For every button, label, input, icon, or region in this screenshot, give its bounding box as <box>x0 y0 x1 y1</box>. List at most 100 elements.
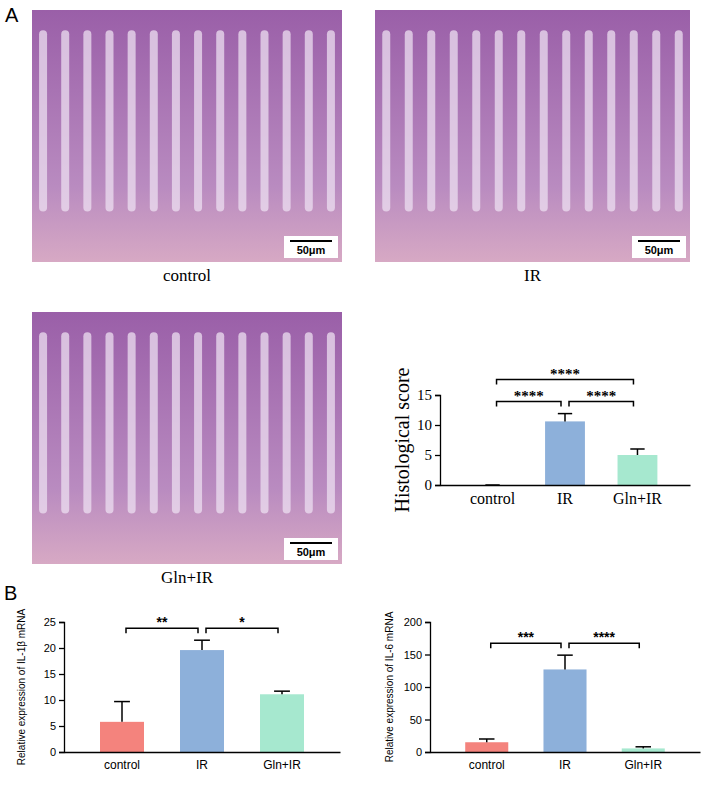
significance: **** <box>569 629 639 648</box>
crypt <box>305 332 313 513</box>
y-tick-mark <box>59 700 64 701</box>
y-tick-mark <box>59 674 64 675</box>
crypt <box>675 30 683 211</box>
x-tick: Gln+IR <box>613 485 662 507</box>
y-tick: 50 <box>410 714 430 726</box>
y-tick-label: 0 <box>50 746 56 758</box>
bar <box>465 742 508 752</box>
bars <box>465 655 665 752</box>
error-bar-cap <box>636 746 651 748</box>
bar <box>545 421 585 485</box>
crypt <box>128 332 136 513</box>
error-bar-cap <box>194 639 210 641</box>
bars <box>485 414 657 485</box>
y-tick-mark <box>59 648 64 649</box>
y-tick-label: 0 <box>416 746 422 758</box>
crypt <box>238 332 246 513</box>
crypt <box>194 332 202 513</box>
error-bar-cap <box>558 413 572 415</box>
scale-bar-label: 50μm <box>297 244 326 256</box>
image-caption: Gln+IR <box>161 568 214 587</box>
bar <box>543 669 586 752</box>
scale-bar-box <box>632 236 686 258</box>
crypt <box>427 30 435 211</box>
y-tick-label: 200 <box>404 616 422 628</box>
y-tick-label: 5 <box>425 447 433 463</box>
significance-label: **** <box>514 388 544 404</box>
error-bar-stem <box>201 640 203 650</box>
y-tick-mark <box>435 395 440 396</box>
panel-label: A <box>5 4 19 26</box>
x-tick-label: IR <box>557 490 573 507</box>
x-axis-line <box>441 485 691 486</box>
crypt <box>472 30 480 211</box>
crypt <box>405 30 413 211</box>
scale-bar <box>290 542 332 544</box>
x-axis: controlIRGln+IR <box>431 752 701 772</box>
chart: 050100150200controlIRGln+IRRelative expr… <box>384 611 701 771</box>
crypt <box>585 30 593 211</box>
crypt <box>172 30 180 211</box>
bar <box>260 694 304 752</box>
y-tick-mark <box>59 726 64 727</box>
y-tick-mark <box>59 622 64 623</box>
y-axis-title: Relative expression of IL-6 mRNA <box>384 611 395 762</box>
x-axis: controlIRGln+IR <box>441 485 691 507</box>
scale-bar <box>290 240 332 242</box>
significance: ** <box>126 614 198 633</box>
crypt <box>630 30 638 211</box>
y-tick-label: 100 <box>404 681 422 693</box>
crypt <box>194 30 202 211</box>
y-tick: 10 <box>44 694 64 706</box>
y-axis-line <box>425 623 431 753</box>
y-tick: 25 <box>44 616 64 628</box>
y-axis-title: Relative expression of IL-1β mRNA <box>16 608 27 765</box>
x-tick-label: IR <box>196 758 208 772</box>
crypt <box>106 332 114 513</box>
x-tick: IR <box>557 485 573 507</box>
significance: * <box>206 614 278 633</box>
crypt <box>39 30 47 211</box>
histology-image: 50μm <box>32 312 342 564</box>
image-area <box>375 10 690 262</box>
significance: **** <box>497 388 561 407</box>
crypt <box>172 332 180 513</box>
crypt <box>150 332 158 513</box>
crypt <box>150 30 158 211</box>
histology-image: 50μm <box>32 10 342 262</box>
error-bar-cap <box>114 701 130 703</box>
y-tick-label: 15 <box>417 387 432 403</box>
x-axis: controlIRGln+IR <box>65 752 341 772</box>
error-bar <box>274 691 290 694</box>
error-bar-stem <box>637 449 639 455</box>
crypt <box>216 332 224 513</box>
y-axis-line <box>435 396 441 486</box>
crypt <box>450 30 458 211</box>
scale-bar-box <box>284 236 338 258</box>
chart: 051015controlIRGln+IRHistological score*… <box>391 366 691 513</box>
y-tick: 100 <box>404 681 430 693</box>
crypt <box>216 30 224 211</box>
y-tick-mark <box>425 622 430 623</box>
x-tick: Gln+IR <box>263 752 301 772</box>
y-tick: 150 <box>404 649 430 661</box>
y-tick-label: 150 <box>404 649 422 661</box>
bar <box>100 722 144 752</box>
error-bar <box>479 739 494 742</box>
x-tick: IR <box>196 752 208 772</box>
chart: 0510152025controlIRGln+IRRelative expres… <box>16 608 341 771</box>
error-bar <box>636 747 651 749</box>
y-tick: 15 <box>44 668 64 680</box>
bars <box>100 640 304 752</box>
crypt <box>283 332 291 513</box>
error-bar-stem <box>564 414 566 422</box>
scale-bar-label: 50μm <box>645 244 674 256</box>
bar <box>618 455 658 485</box>
error-bar <box>630 449 644 455</box>
x-tick: control <box>469 752 505 772</box>
x-tick: IR <box>559 752 571 772</box>
figure: AB50μmcontrol50μmIR50μmGln+IR051015contr… <box>0 0 710 795</box>
y-tick-mark <box>59 752 64 753</box>
bar <box>622 748 665 752</box>
significance-label: **** <box>586 388 616 404</box>
